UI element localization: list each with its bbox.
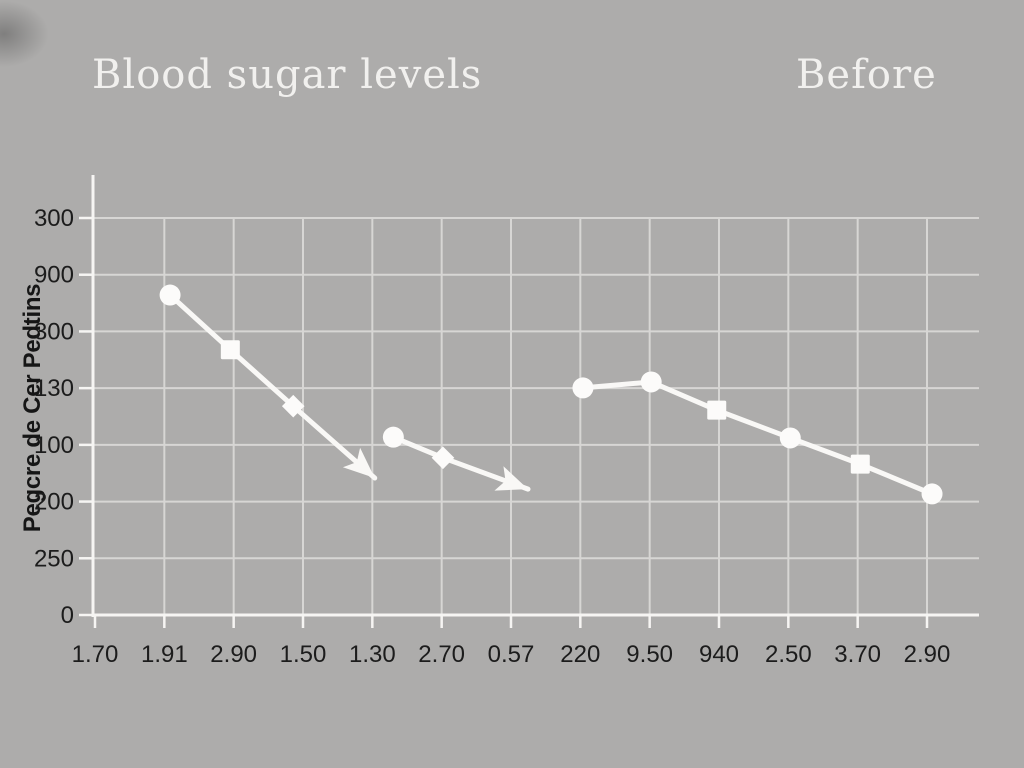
x-tick-label: 1.70 [72,641,119,668]
x-tick-label: 2.70 [418,641,465,668]
marker-diamond [431,446,455,470]
x-tick-label: 2.90 [210,641,257,668]
arrow-head-icon [494,466,529,491]
arrow-head-icon [342,447,375,479]
marker-diamond [281,394,305,418]
marker-circle [159,284,181,306]
series-line [580,379,935,497]
y-tick-label: 200 [34,489,74,516]
marker-circle [382,426,404,448]
marker-square [707,400,727,420]
chart-title: Blood sugar levels [92,52,483,98]
x-tick-label: 1.30 [349,641,396,668]
x-tick-label: 0.57 [488,641,535,668]
marker-circle [572,377,594,399]
x-tick-label: 2.90 [904,641,951,668]
y-tick-label: 0 [61,602,74,629]
x-tick-label: 2.50 [765,641,812,668]
y-tick-label: 250 [34,545,74,572]
annotation-before: Before [796,52,937,98]
y-tick-label: 900 [34,262,74,289]
x-tick-label: 940 [699,641,739,668]
series-line [167,292,378,481]
marker-circle [779,427,801,449]
y-tick-label: 100 [34,432,74,459]
y-tick-label: 130 [34,375,74,402]
marker-square [850,454,870,474]
marker-square [220,340,240,360]
x-tick-label: 220 [560,641,600,668]
x-tick-label: 1.50 [280,641,327,668]
y-tick-label: 300 [34,205,74,232]
marker-circle [640,371,662,393]
marker-circle [921,483,943,505]
x-tick-label: 3.70 [834,641,881,668]
x-tick-label: 1.91 [141,641,188,668]
x-tick-label: 9.50 [626,641,673,668]
y-tick-label: 300 [34,318,74,345]
